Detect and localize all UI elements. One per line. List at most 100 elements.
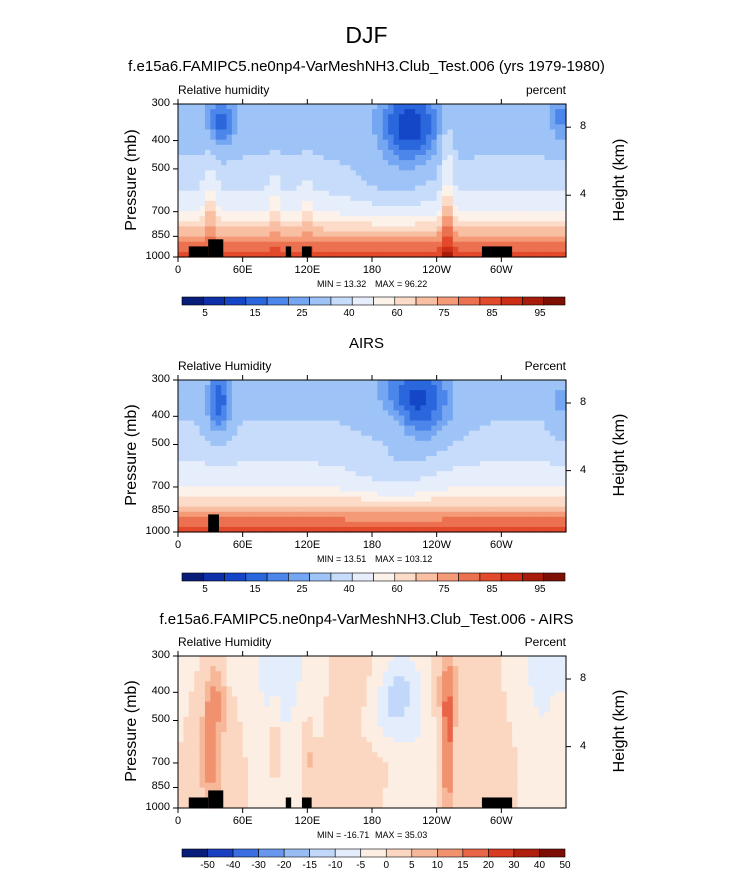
field-cell: [425, 119, 432, 125]
field-cell: [495, 114, 502, 120]
field-cell: [420, 139, 427, 146]
field-cell: [436, 149, 443, 156]
field-cell: [188, 415, 195, 422]
field-cell: [490, 405, 497, 411]
field-cell: [398, 671, 405, 677]
field-cell: [398, 216, 405, 222]
field-cell: [436, 241, 443, 248]
field-cell: [318, 461, 325, 467]
field-cell: [328, 165, 335, 171]
field-cell: [285, 144, 292, 151]
field-cell: [210, 456, 217, 462]
field-cell: [522, 440, 529, 447]
field-cell: [528, 521, 535, 528]
field-cell: [436, 221, 443, 227]
field-cell: [415, 380, 422, 386]
field-cell: [253, 251, 260, 258]
field-cell: [404, 681, 411, 687]
field-cell: [237, 430, 244, 437]
field-cell: [539, 390, 546, 396]
field-cell: [469, 206, 475, 212]
field-cell: [393, 456, 400, 462]
field-cell: [452, 139, 459, 146]
field-cell: [296, 666, 303, 672]
field-cell: [447, 656, 454, 662]
field-cell: [388, 221, 395, 227]
field-cell: [318, 246, 325, 253]
field-cell: [307, 114, 314, 120]
field-cell: [318, 170, 325, 176]
field-cell: [495, 390, 502, 396]
field-cell: [231, 661, 238, 667]
field-cell: [323, 380, 330, 386]
field-cell: [458, 109, 465, 115]
field-cell: [258, 486, 265, 493]
field-cell: [393, 450, 400, 457]
field-cell: [372, 390, 378, 396]
field-cell: [506, 656, 513, 662]
field-cell: [301, 486, 308, 493]
field-cell: [382, 461, 389, 467]
field-cell: [388, 691, 395, 698]
field-cell: [280, 390, 287, 396]
field-cell: [350, 476, 357, 482]
field-cell: [555, 104, 562, 110]
field-cell: [226, 666, 233, 672]
field-cell: [506, 190, 513, 197]
field-cell: [512, 241, 519, 248]
field-cell: [388, 676, 395, 682]
field-cell: [242, 231, 249, 238]
field-cell: [318, 691, 325, 698]
field-cell: [404, 445, 411, 452]
field-cell: [264, 246, 271, 253]
field-cell: [291, 104, 298, 110]
field-cell: [517, 471, 524, 477]
field-cell: [253, 139, 260, 146]
field-cell: [382, 170, 389, 176]
field-cell: [528, 476, 535, 482]
field-cell: [291, 681, 298, 687]
field-cell: [253, 175, 260, 182]
field-cell: [210, 466, 217, 472]
field-cell: [522, 506, 529, 513]
field-cell: [425, 471, 432, 477]
field-cell: [221, 206, 228, 212]
field-cell: [463, 471, 470, 477]
field-cell: [264, 491, 271, 498]
field-cell: [398, 206, 405, 212]
field-cell: [393, 526, 400, 533]
field-cell: [275, 185, 281, 192]
field-cell: [388, 445, 395, 452]
field-cell: [355, 395, 362, 401]
field-cell: [393, 491, 400, 498]
field-cell: [312, 410, 319, 417]
field-cell: [420, 496, 427, 503]
field-cell: [442, 226, 449, 233]
field-cell: [409, 104, 416, 110]
field-cell: [312, 681, 319, 687]
field-cell: [539, 456, 546, 462]
field-cell: [199, 435, 206, 442]
field-cell: [237, 400, 244, 406]
field-cell: [178, 165, 184, 171]
field-cell: [253, 521, 260, 528]
field-cell: [377, 221, 384, 227]
field-cell: [210, 211, 217, 217]
field-cell: [415, 405, 422, 411]
field-cell: [415, 671, 422, 677]
field-cell: [301, 661, 308, 667]
field-cell: [253, 491, 260, 498]
field-cell: [361, 211, 368, 217]
field-cell: [555, 216, 562, 222]
field-cell: [334, 216, 341, 222]
field-cell: [560, 661, 567, 667]
field-cell: [291, 185, 298, 192]
field-cell: [372, 216, 378, 222]
field-cell: [307, 681, 314, 687]
field-cell: [415, 501, 422, 508]
field-cell: [291, 415, 298, 422]
field-cell: [495, 691, 502, 698]
field-cell: [431, 656, 438, 662]
field-cell: [242, 686, 249, 693]
field-cell: [323, 481, 330, 487]
